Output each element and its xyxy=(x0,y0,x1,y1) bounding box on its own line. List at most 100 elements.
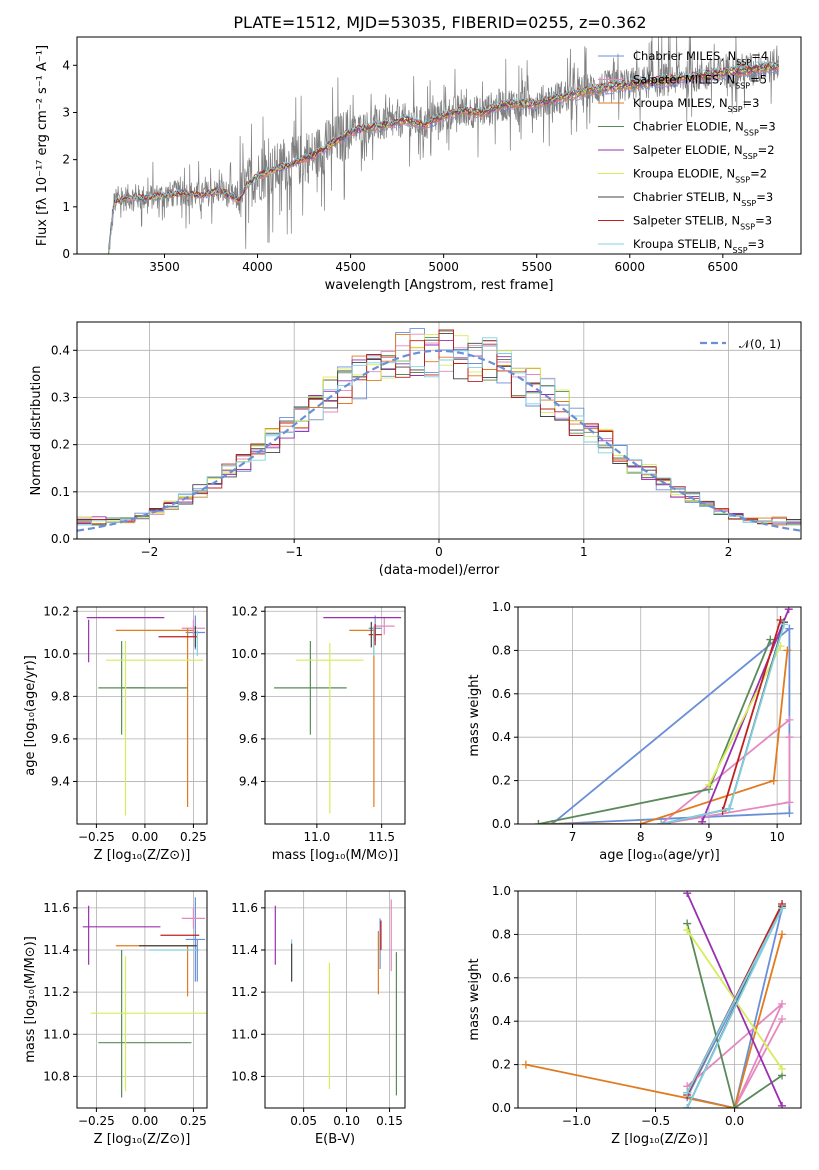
mass-vs-EBV-ytick-label-2: 11.2 xyxy=(231,985,258,999)
residual-histogram-7 xyxy=(77,329,801,524)
spectrum-xtick-label-5: 6000 xyxy=(614,260,645,274)
weight-vs-age-xlabel: age [log₁₀(age/yr)] xyxy=(599,848,720,863)
weight-vs-age-series-5 xyxy=(708,645,782,786)
age-vs-mass-ytick-label-3: 10.0 xyxy=(231,647,258,661)
weight-vs-age-marker-5-0 xyxy=(704,780,713,789)
residuals-xtick-label-1: −1 xyxy=(285,545,303,559)
mass-vs-Z-ytick-label-1: 11.0 xyxy=(43,1027,70,1041)
residuals-ytick-label-1: 0.1 xyxy=(51,485,70,499)
weight-vs-Z-xtick-label-2: 0.0 xyxy=(725,1114,744,1128)
weight-vs-age-xtick-label-0: 7 xyxy=(569,830,577,844)
weight-vs-Z-marker-8-1 xyxy=(778,904,787,913)
weight-vs-age-marker-0-2 xyxy=(785,809,794,818)
weight-vs-Z-ytick-label-0: 0.0 xyxy=(492,1101,511,1115)
weight-vs-age-marker-2-3 xyxy=(783,646,792,655)
weight-vs-Z-ytick-label-4: 0.8 xyxy=(492,927,511,941)
weight-vs-age-ytick-label-4: 0.8 xyxy=(492,643,511,657)
age-vs-Z-xtick-label-1: 0.00 xyxy=(132,830,159,844)
weight-vs-age-frame xyxy=(517,606,802,825)
mass-vs-EBV-ytick-label-0: 10.8 xyxy=(231,1069,258,1083)
weight-vs-Z-marker-2-2 xyxy=(778,930,787,939)
legend-label-4: Salpeter ELODIE, NSSP=2 xyxy=(633,143,775,161)
mass-vs-EBV-xtick-label-1: 0.10 xyxy=(333,1114,360,1128)
mass-vs-Z-plot-area xyxy=(82,897,207,1098)
residuals-ticks: −2 −1 0 1 2 0.0 0.1 0.2 0.3 0.4 xyxy=(51,322,801,559)
weight-vs-Z-series-1 xyxy=(686,1003,783,1108)
weight-vs-Z-marker-4-0 xyxy=(683,891,692,898)
age-vs-mass-ytick-label-1: 9.6 xyxy=(239,732,258,746)
weight-vs-Z-marker-8-0 xyxy=(683,1088,692,1097)
age-vs-Z-xlabel: Z [log₁₀(Z/Z⊙)] xyxy=(94,848,191,863)
spectrum-ticks: 3500 4000 4500 5000 5500 6000 6500 0 1 2 3 4 xyxy=(62,58,738,274)
mass-vs-Z-ylabel: mass [log₁₀(M/M⊙)] xyxy=(23,936,38,1063)
mass-vs-EBV-xtick-label-0: 0.05 xyxy=(290,1114,317,1128)
weight-vs-age-ytick-label-2: 0.4 xyxy=(492,730,511,744)
age-vs-mass-ytick-label-0: 9.4 xyxy=(239,774,258,788)
weight-vs-age-marker-2-2 xyxy=(769,776,778,785)
weight-vs-age-marker-3-2 xyxy=(766,635,775,644)
age-vs-mass-panel: 11.0 11.5 9.4 9.6 9.8 10.0 10.2 mass [log₁₀(M/M… xyxy=(231,604,406,863)
legend-label-7: Salpeter STELIB, NSSP=3 xyxy=(633,214,772,232)
mass-vs-Z-ytick-label-4: 11.6 xyxy=(43,901,70,915)
age-vs-Z-plot-area xyxy=(86,615,206,816)
age-vs-mass-xlabel: mass [log₁₀(M/M⊙)] xyxy=(272,848,399,863)
weight-vs-age-marker-3-0 xyxy=(534,820,543,824)
spectrum-ytick-label-3: 3 xyxy=(62,105,70,119)
mass-vs-Z-xlabel: Z [log₁₀(Z/Z⊙)] xyxy=(94,1132,191,1147)
weight-vs-age-series-7 xyxy=(721,619,782,812)
weight-vs-Z-marker-2-0 xyxy=(521,1060,530,1069)
residual-histogram-8 xyxy=(77,337,801,526)
legend-label-0: Chabrier MILES, NSSP=4 xyxy=(633,49,768,67)
spectrum-xtick-label-2: 4500 xyxy=(335,260,366,274)
age-vs-Z-ytick-label-0: 9.4 xyxy=(51,774,70,788)
weight-vs-age-xtick-label-1: 8 xyxy=(637,830,645,844)
normal-legend-label: 𝒩(0, 1) xyxy=(739,337,781,351)
weight-vs-age-marker-7-1 xyxy=(776,616,785,625)
weight-vs-age-ylabel: mass weight xyxy=(467,674,482,756)
weight-vs-age-ytick-label-5: 1.0 xyxy=(492,600,511,614)
age-vs-mass-plot-area xyxy=(274,615,402,814)
spectrum-xtick-label-3: 5000 xyxy=(428,260,459,274)
weight-vs-age-xtick-label-3: 10 xyxy=(769,830,784,844)
legend-label-6: Chabrier STELIB, NSSP=3 xyxy=(633,190,773,208)
age-vs-mass-xtick-label-1: 11.5 xyxy=(368,830,395,844)
mass-vs-Z-xtick-label-2: 0.25 xyxy=(180,1114,207,1128)
weight-vs-age-marker-4-0 xyxy=(698,817,707,824)
residuals-ytick-label-2: 0.2 xyxy=(51,438,70,452)
residuals-xlabel: (data-model)/error xyxy=(379,563,500,578)
weight-vs-Z-marker-4-1 xyxy=(778,1101,787,1108)
mass-vs-Z-ytick-label-2: 11.2 xyxy=(43,985,70,999)
mass-vs-Z-frame xyxy=(76,890,208,1109)
age-vs-Z-ytick-label-4: 10.2 xyxy=(43,604,70,618)
residuals-ytick-label-4: 0.4 xyxy=(51,343,70,357)
mass-vs-Z-panel: −0.25 0.00 0.25 10.8 11.0 11.2 11.4 11.6 Z [log₁… xyxy=(23,890,208,1147)
weight-vs-age-marker-1-3 xyxy=(785,733,794,742)
weight-vs-Z-marker-3-1 xyxy=(730,1104,739,1108)
residuals-xtick-label-2: 0 xyxy=(435,545,443,559)
age-vs-Z-ytick-label-1: 9.6 xyxy=(51,732,70,746)
age-vs-mass-ytick-label-4: 10.2 xyxy=(231,604,258,618)
spectrum-xtick-label-0: 3500 xyxy=(149,260,180,274)
mass-vs-Z-xtick-label-1: 0.00 xyxy=(132,1114,159,1128)
age-vs-Z-panel: −0.25 0.00 0.25 9.4 9.6 9.8 10.0 10.2 Z [log₁₀(Z… xyxy=(23,604,208,863)
spectrum-model-line-0 xyxy=(108,68,780,254)
age-vs-mass-frame xyxy=(264,606,406,825)
age-vs-Z-xtick-label-2: 0.25 xyxy=(180,830,207,844)
weight-vs-age-panel: 7 8 9 10 0.0 0.2 0.4 0.6 0.8 1.0 age [log₁₀(age/yr… xyxy=(467,600,802,863)
weight-vs-Z-plot-area xyxy=(521,891,787,1108)
normal-curve-line xyxy=(77,349,801,532)
legend-label-3: Chabrier ELODIE, NSSP=3 xyxy=(633,120,776,138)
spectrum-frame xyxy=(76,36,802,255)
mass-vs-EBV-xlabel: E(B-V) xyxy=(315,1132,355,1147)
weight-vs-Z-marker-1-1 xyxy=(778,999,787,1008)
spectrum-legend: Chabrier MILES, NSSP=4 Salpeter MILES, NS… xyxy=(598,49,776,255)
mass-vs-EBV-frame xyxy=(264,890,406,1109)
spectrum-panel: 3500 4000 4500 5000 5500 6000 6500 0 1 2 3 4 wavelen… xyxy=(35,36,802,293)
weight-vs-age-marker-8-2 xyxy=(779,620,788,629)
age-vs-Z-ytick-label-3: 10.0 xyxy=(43,647,70,661)
spectrum-ytick-label-4: 4 xyxy=(62,58,70,72)
weight-vs-Z-ytick-label-3: 0.6 xyxy=(492,971,511,985)
weight-vs-Z-ytick-label-2: 0.4 xyxy=(492,1014,511,1028)
residuals-ytick-label-0: 0.0 xyxy=(51,532,70,546)
